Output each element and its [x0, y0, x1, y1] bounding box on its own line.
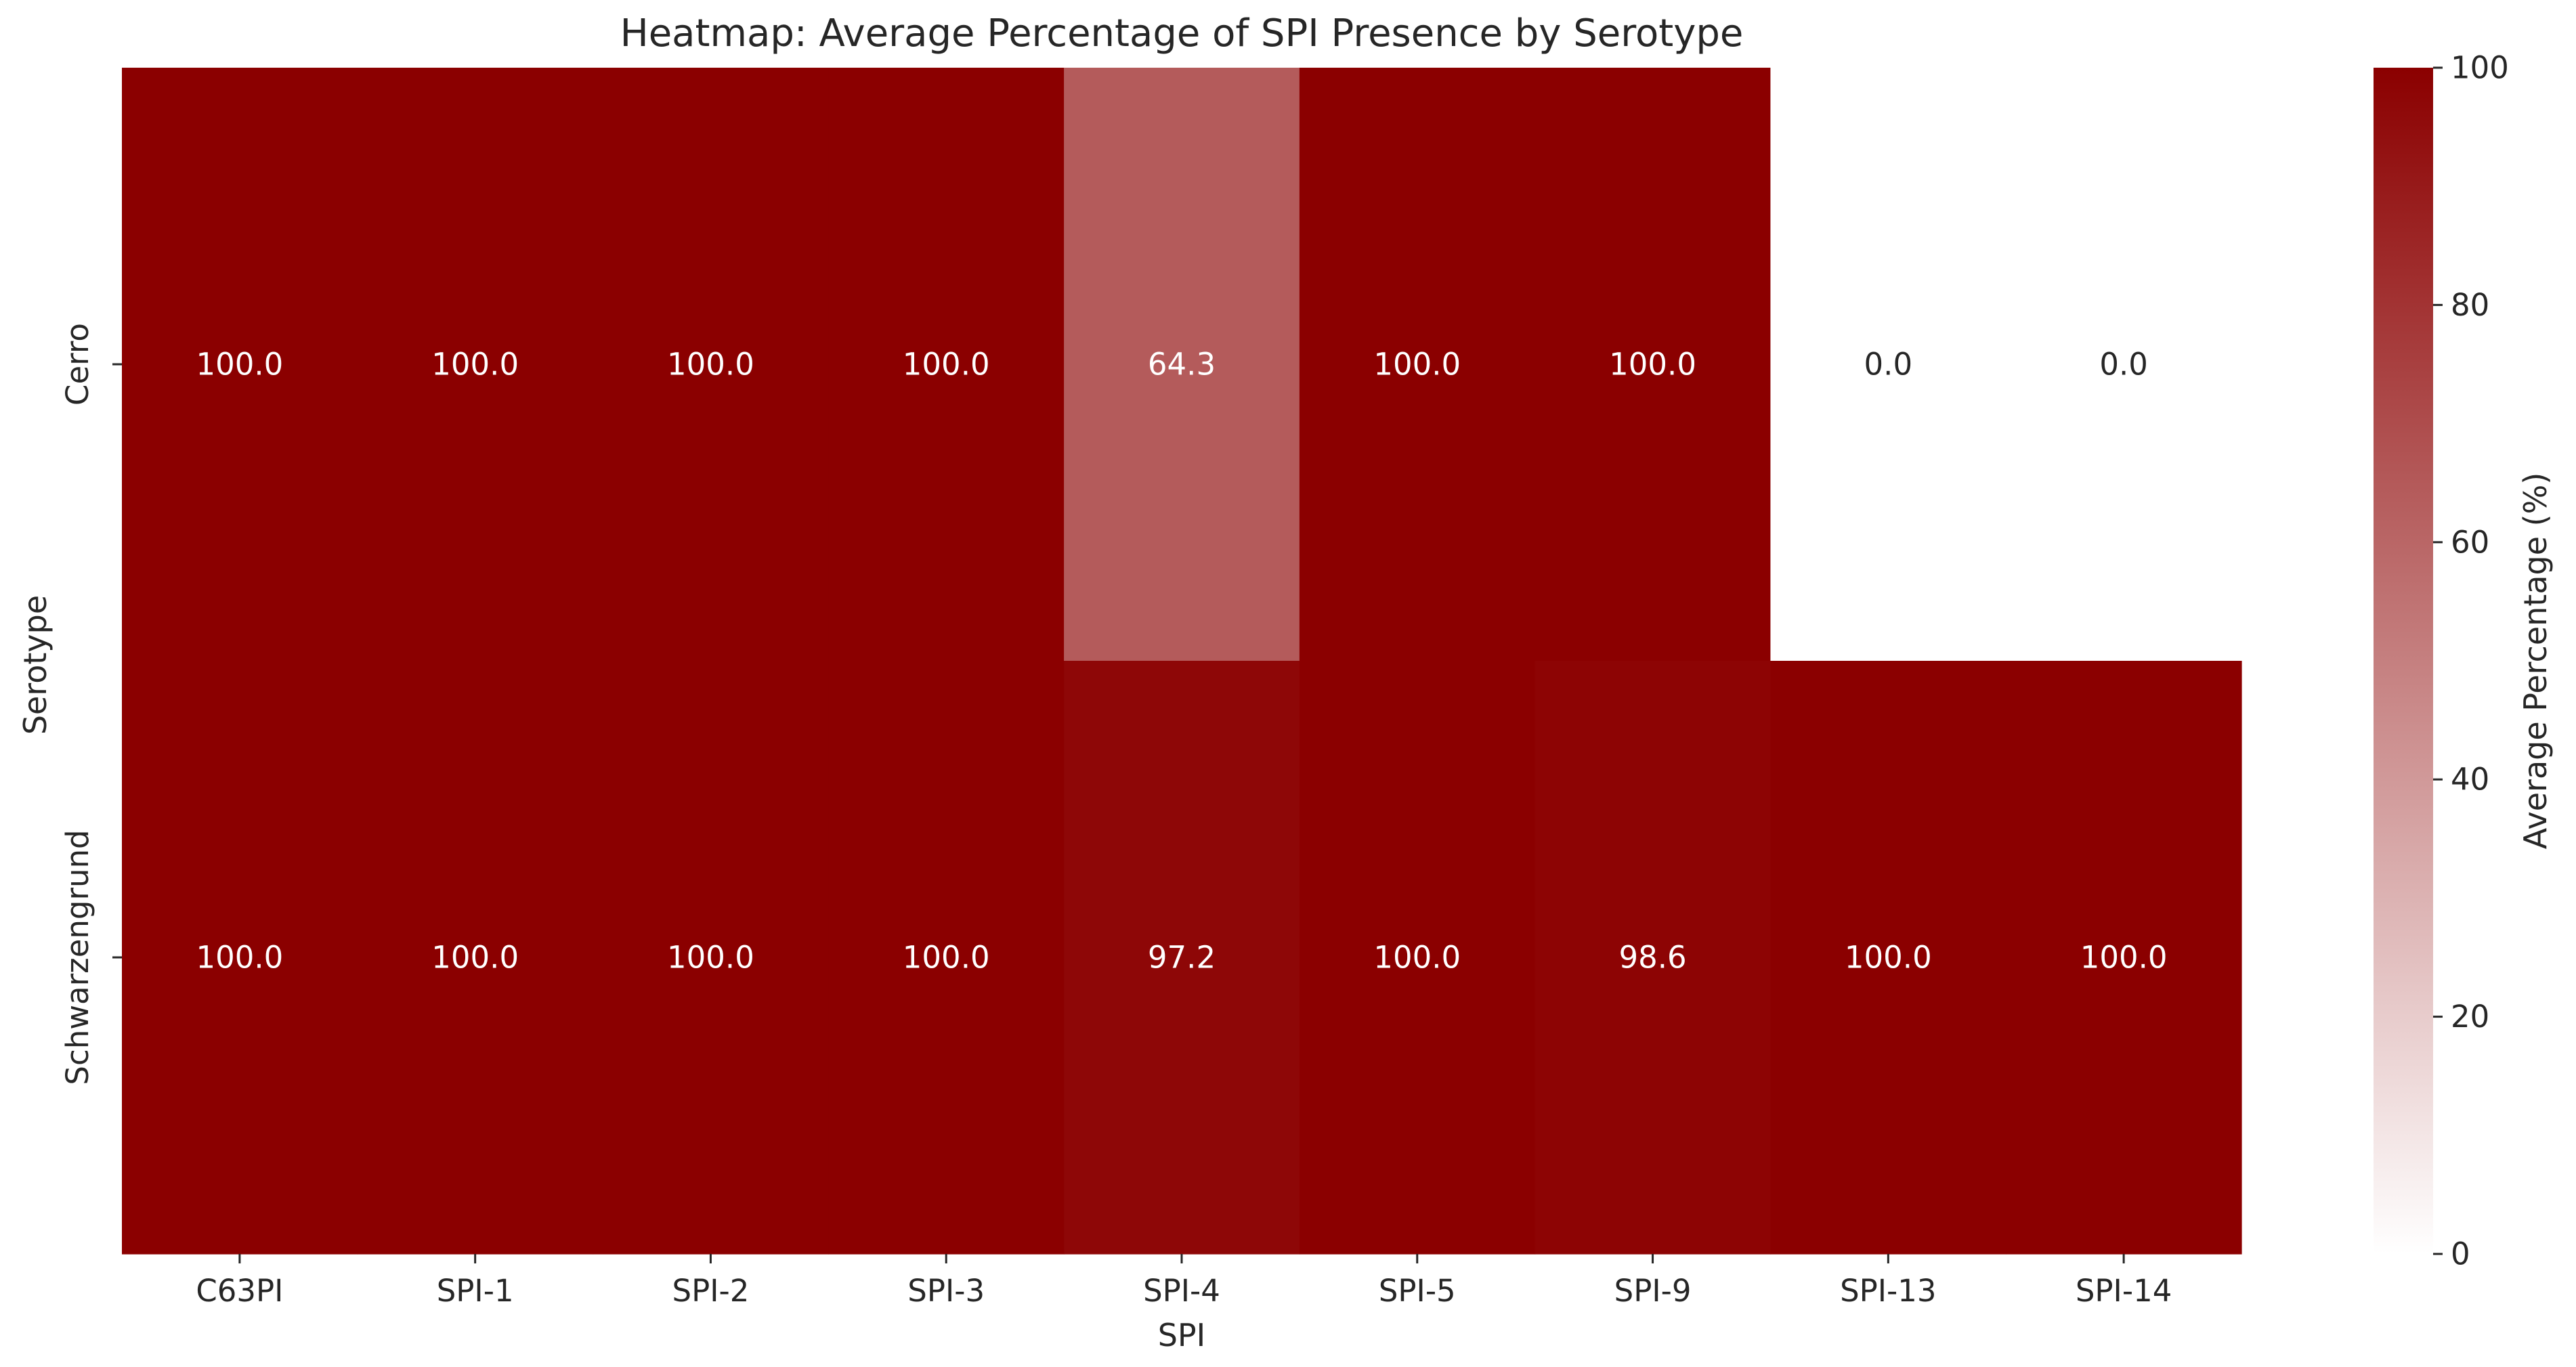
heatmap-cell	[1064, 661, 1300, 1255]
x-tick-label: SPI-2	[672, 1273, 750, 1309]
heatmap-cell	[1064, 68, 1300, 661]
colorbar-tick-label: 80	[2451, 287, 2489, 323]
heatmap-cell	[2006, 661, 2242, 1255]
cell-value-label: 100.0	[431, 940, 519, 976]
cell-value-label: 98.6	[1618, 940, 1686, 976]
x-tick-label: SPI-13	[1840, 1273, 1936, 1309]
cell-value-label: 100.0	[903, 940, 990, 976]
x-axis-label: SPI	[1158, 1317, 1206, 1353]
cell-value-label: 100.0	[903, 347, 990, 383]
heatmap-cell	[828, 661, 1065, 1255]
cell-value-label: 100.0	[1373, 940, 1461, 976]
chart-title: Heatmap: Average Percentage of SPI Prese…	[620, 12, 1744, 56]
cell-value-label: 100.0	[667, 940, 754, 976]
x-tick-label: SPI-14	[2076, 1273, 2172, 1309]
cell-value-label: 100.0	[431, 347, 519, 383]
colorbar-ticks: 0 20 40 60 80 100	[2433, 50, 2509, 1272]
x-tick-label: SPI-4	[1143, 1273, 1220, 1309]
heatmap-cell	[828, 68, 1065, 661]
colorbar-tick-label: 0	[2451, 1236, 2470, 1272]
cell-value-label: 100.0	[2080, 940, 2168, 976]
colorbar-tick-label: 100	[2451, 50, 2509, 86]
colorbar: 0 20 40 60 80 100 Average Percentage (%)	[2374, 50, 2554, 1272]
cell-value-label: 100.0	[196, 347, 283, 383]
cell-value-label: 0.0	[2099, 347, 2148, 383]
x-tick-label: SPI-9	[1614, 1273, 1692, 1309]
cell-value-label: 100.0	[1373, 347, 1461, 383]
colorbar-gradient	[2374, 68, 2433, 1254]
heatmap-cell	[593, 661, 829, 1255]
colorbar-tick-label: 60	[2451, 524, 2489, 560]
heatmap-cell	[122, 68, 358, 661]
cell-value-label: 100.0	[1609, 347, 1696, 383]
cell-value-label: 100.0	[667, 347, 754, 383]
x-axis-ticks: C63PI SPI-1 SPI-2 SPI-3 SPI-4 SPI-5 SPI-9 SPI-1…	[196, 1254, 2172, 1309]
colorbar-tick-label: 20	[2451, 999, 2489, 1035]
heatmap-cell	[122, 661, 358, 1255]
y-axis-label: Serotype	[17, 595, 53, 735]
x-tick-label: SPI-5	[1379, 1273, 1456, 1309]
cell-value-label: 100.0	[196, 940, 283, 976]
heatmap-cell	[357, 68, 594, 661]
heatmap-cell	[1299, 661, 1536, 1255]
heatmap-cell	[2006, 68, 2242, 661]
heatmap-cell	[357, 661, 594, 1255]
colorbar-label: Average Percentage (%)	[2517, 473, 2554, 850]
x-tick-label: SPI-3	[907, 1273, 985, 1309]
cell-value-label: 0.0	[1864, 347, 1913, 383]
y-tick-label: Cerro	[60, 323, 95, 406]
cell-value-label: 97.2	[1148, 940, 1216, 976]
x-tick-label: C63PI	[196, 1273, 283, 1309]
cell-value-label: 100.0	[1845, 940, 1932, 976]
heatmap-cell	[1770, 68, 2006, 661]
x-tick-label: SPI-1	[437, 1273, 514, 1309]
heatmap-cell	[1299, 68, 1536, 661]
cell-value-label: 64.3	[1148, 347, 1216, 383]
y-axis-ticks: Cerro Schwarzengrund	[60, 323, 122, 1085]
colorbar-tick-label: 40	[2451, 762, 2489, 798]
heatmap-cells: 100.0 100.0 100.0 100.0 64.3 100.0 100.0 0.0 0.0…	[122, 68, 2242, 1255]
heatmap-cell	[1534, 68, 1772, 661]
y-tick-label: Schwarzengrund	[60, 829, 95, 1085]
heatmap-cell	[1534, 661, 1772, 1255]
heatmap-cell	[593, 68, 829, 661]
heatmap-cell	[1770, 661, 2006, 1255]
